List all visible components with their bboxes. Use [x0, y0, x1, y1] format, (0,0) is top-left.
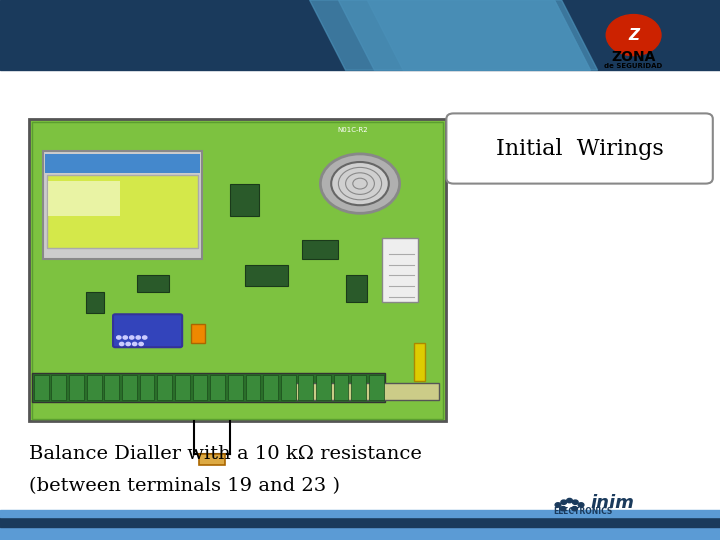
Bar [52, 375, 66, 400]
Circle shape [561, 500, 567, 504]
Bar [175, 375, 190, 400]
Bar [158, 375, 172, 400]
Bar [246, 375, 261, 400]
Bar [210, 375, 225, 400]
Bar [104, 375, 120, 400]
Bar [199, 454, 225, 465]
Circle shape [572, 507, 577, 511]
Polygon shape [367, 0, 590, 70]
Bar [0, 517, 720, 526]
Bar [414, 343, 425, 381]
Bar [0, 510, 720, 517]
Polygon shape [310, 0, 598, 70]
Bar [43, 151, 202, 259]
Bar [87, 375, 102, 400]
Circle shape [606, 15, 661, 56]
Text: Z: Z [628, 28, 639, 43]
Bar [295, 383, 439, 400]
FancyBboxPatch shape [113, 314, 182, 347]
Circle shape [320, 154, 400, 213]
Circle shape [126, 342, 130, 346]
Circle shape [560, 507, 566, 511]
Bar [264, 375, 278, 400]
Circle shape [123, 336, 127, 339]
Bar [69, 375, 84, 400]
Circle shape [130, 336, 134, 339]
Bar [47, 176, 198, 248]
Text: ELECTRONICS: ELECTRONICS [554, 508, 613, 516]
Circle shape [578, 503, 584, 507]
Bar [369, 375, 384, 400]
Bar [32, 122, 443, 418]
Bar [245, 265, 288, 286]
Bar [86, 292, 104, 313]
Text: N01C-R2: N01C-R2 [338, 126, 368, 133]
Circle shape [117, 336, 121, 339]
Bar [230, 184, 259, 216]
Circle shape [331, 162, 389, 205]
Bar [140, 375, 154, 400]
Bar [281, 375, 296, 400]
Circle shape [567, 498, 572, 503]
Circle shape [132, 342, 137, 346]
Bar [0, 526, 720, 540]
Bar [34, 375, 49, 400]
Bar [346, 275, 367, 302]
Bar [228, 375, 243, 400]
Circle shape [136, 336, 140, 339]
Bar [191, 324, 205, 343]
Bar [48, 181, 120, 216]
Bar [193, 375, 207, 400]
Bar [45, 154, 200, 173]
Bar [32, 373, 385, 402]
Text: inim: inim [590, 494, 634, 512]
Text: Initial  Wirings: Initial Wirings [496, 138, 663, 159]
Bar [122, 375, 137, 400]
Bar [29, 119, 446, 421]
Text: de SEGURIDAD: de SEGURIDAD [605, 63, 662, 69]
Circle shape [143, 336, 147, 339]
Bar [382, 238, 418, 302]
FancyBboxPatch shape [446, 113, 713, 184]
Bar [334, 375, 348, 400]
Bar [302, 240, 338, 259]
Polygon shape [338, 0, 590, 70]
Bar [0, 0, 720, 70]
Circle shape [572, 500, 578, 504]
Text: Balance Dialler with a 10 kΩ resistance: Balance Dialler with a 10 kΩ resistance [29, 444, 422, 463]
Bar [137, 275, 169, 292]
Bar [351, 375, 366, 400]
Bar [316, 375, 330, 400]
Circle shape [555, 503, 561, 507]
Text: (between terminals 19 and 23 ): (between terminals 19 and 23 ) [29, 477, 340, 495]
Circle shape [139, 342, 143, 346]
Circle shape [120, 342, 124, 346]
Text: ZONA: ZONA [611, 50, 656, 64]
Bar [299, 375, 313, 400]
